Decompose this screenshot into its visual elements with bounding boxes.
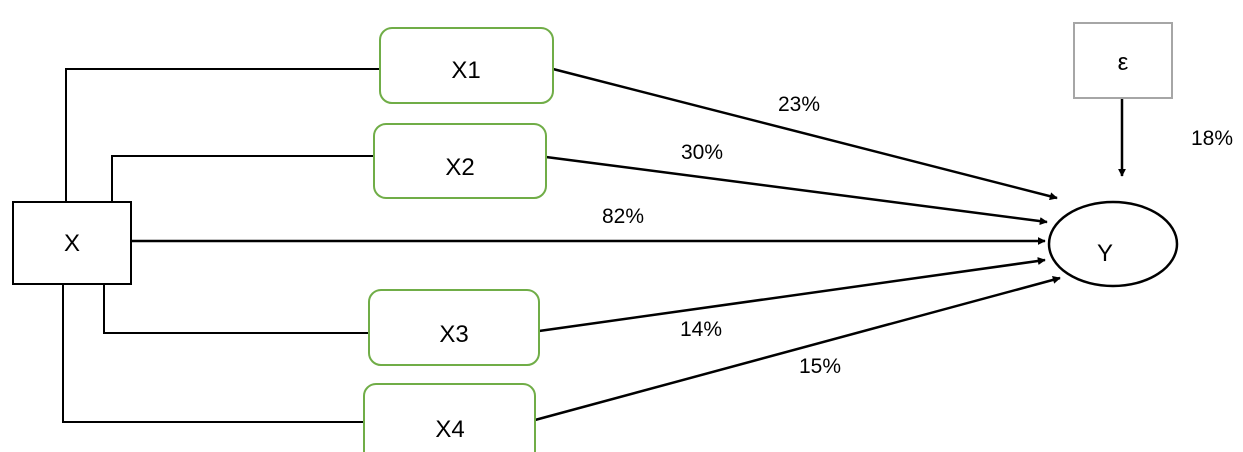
node-x2-box — [373, 123, 547, 199]
coef-x4-y: 15% — [799, 355, 841, 378]
node-epsilon-box — [1073, 22, 1173, 99]
arrow-x3-y — [538, 257, 1046, 333]
coef-x-y: 82% — [602, 205, 644, 228]
arrow-x4-y — [534, 276, 1061, 422]
node-y-ellipse — [1047, 200, 1179, 288]
coef-x3-y: 14% — [680, 318, 722, 341]
node-x1-box — [379, 27, 554, 104]
coef-x2-y: 30% — [681, 141, 723, 164]
node-x1-label: X1 — [451, 57, 480, 84]
node-epsilon-label: ε — [1118, 49, 1129, 76]
coef-epsilon-y: 18% — [1191, 127, 1233, 150]
coef-x1-y: 23% — [778, 93, 820, 116]
node-x3-label: X3 — [439, 321, 468, 348]
connector-x-x2 — [111, 155, 374, 202]
connector-x-x1 — [65, 68, 380, 202]
node-x2-label: X2 — [445, 154, 474, 181]
arrow-x2-y — [545, 155, 1048, 226]
node-y-label: Y — [1097, 240, 1113, 267]
node-x4-box — [363, 383, 536, 452]
arrow-x1-y — [552, 67, 1058, 201]
node-x3-box — [368, 289, 540, 366]
connector-x-x3 — [103, 284, 369, 334]
node-x-label: X — [64, 230, 80, 257]
node-x-box — [12, 201, 132, 285]
node-x4-label: X4 — [435, 416, 464, 443]
connector-x-x4 — [62, 284, 364, 423]
